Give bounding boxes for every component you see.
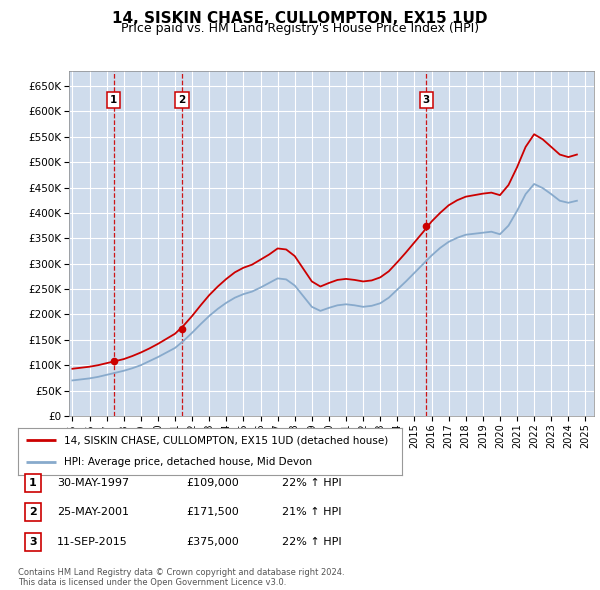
Text: 2: 2 <box>29 507 37 517</box>
Text: £375,000: £375,000 <box>186 537 239 546</box>
Text: 21% ↑ HPI: 21% ↑ HPI <box>282 507 341 517</box>
Text: 22% ↑ HPI: 22% ↑ HPI <box>282 478 341 487</box>
Text: 3: 3 <box>423 95 430 105</box>
Text: 14, SISKIN CHASE, CULLOMPTON, EX15 1UD: 14, SISKIN CHASE, CULLOMPTON, EX15 1UD <box>112 11 488 25</box>
Text: HPI: Average price, detached house, Mid Devon: HPI: Average price, detached house, Mid … <box>64 457 312 467</box>
Text: 25-MAY-2001: 25-MAY-2001 <box>57 507 129 517</box>
Text: 3: 3 <box>29 537 37 546</box>
Text: 11-SEP-2015: 11-SEP-2015 <box>57 537 128 546</box>
Text: 22% ↑ HPI: 22% ↑ HPI <box>282 537 341 546</box>
Text: 2: 2 <box>178 95 185 105</box>
Text: 30-MAY-1997: 30-MAY-1997 <box>57 478 129 487</box>
Text: Contains HM Land Registry data © Crown copyright and database right 2024.
This d: Contains HM Land Registry data © Crown c… <box>18 568 344 587</box>
Text: 1: 1 <box>29 478 37 487</box>
Text: 14, SISKIN CHASE, CULLOMPTON, EX15 1UD (detached house): 14, SISKIN CHASE, CULLOMPTON, EX15 1UD (… <box>64 435 388 445</box>
Text: 1: 1 <box>110 95 117 105</box>
Text: Price paid vs. HM Land Registry's House Price Index (HPI): Price paid vs. HM Land Registry's House … <box>121 22 479 35</box>
Text: £171,500: £171,500 <box>186 507 239 517</box>
Text: £109,000: £109,000 <box>186 478 239 487</box>
